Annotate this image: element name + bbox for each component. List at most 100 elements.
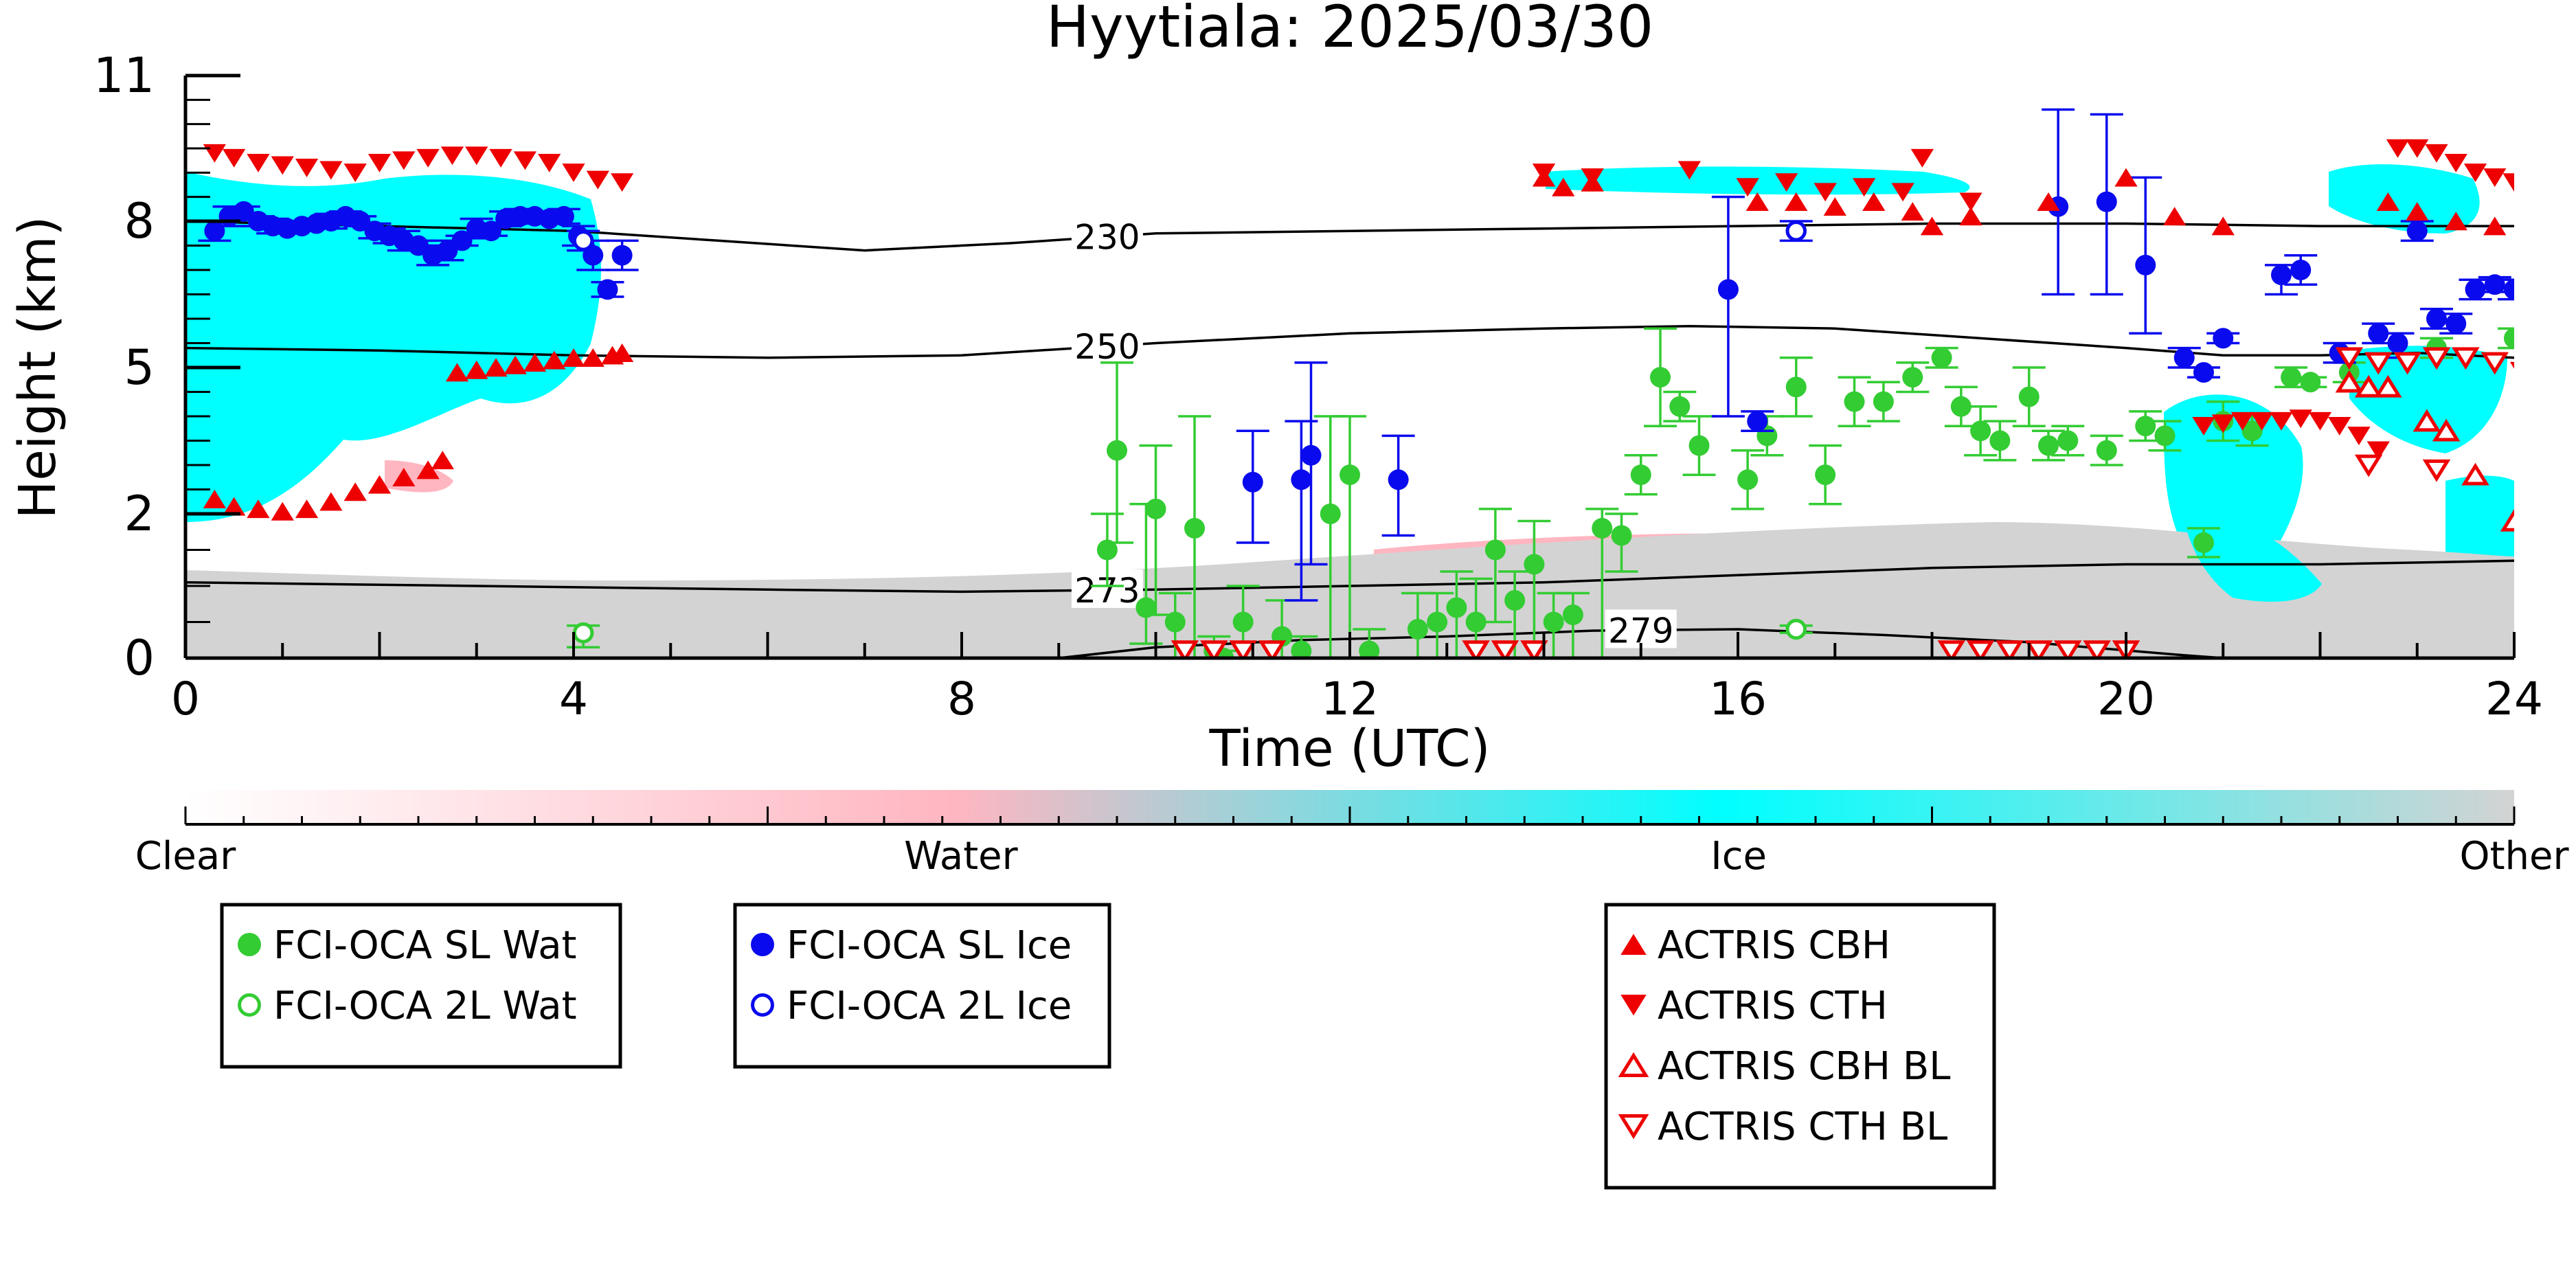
marker-point [416,148,440,168]
marker-point [1171,640,1199,658]
ice-field-right-top [2329,164,2480,234]
marker-point [2328,416,2351,436]
marker-point [572,622,594,644]
marker-point [2192,416,2215,436]
marker-point [440,146,464,166]
marker-point [2422,347,2451,370]
marker-point [1552,177,1575,196]
marker-point [1258,640,1287,658]
marker-point [513,151,537,170]
marker-point [392,151,416,170]
legend-entry-actris-cbh-bl: ACTRIS CBH BL [1618,1044,1950,1089]
marker-point [1966,640,1995,658]
marker-point [1736,178,1759,197]
marker-point [2504,279,2514,300]
marker-point [2461,462,2489,486]
marker-point [1891,183,1914,202]
legend-marker [238,993,261,1017]
legend-marker [1620,934,1647,955]
marker-point [2387,332,2408,354]
marker-point [1823,197,1846,216]
legend-entry-fci-oca-2l-ice: FCI-OCA 2L Ice [751,984,1072,1028]
marker-point [1520,640,1548,658]
marker-point [1359,640,1380,658]
marker-point [1543,611,1564,633]
marker-point [1785,376,1807,398]
marker-point [1232,611,1254,633]
marker-point [1901,202,1924,221]
series-actris-cbh-bl [2335,370,2514,532]
colorbar-label-ice: Ice [1710,834,1767,879]
x-axis-label: Time (UTC) [1208,719,1490,778]
marker-point [562,163,585,183]
marker-point [1970,420,1991,442]
legend-label: FCI-OCA SL Wat [273,923,577,968]
marker-point [2173,347,2195,368]
series-actris-cbh [203,168,2545,521]
marker-point [1200,640,1228,658]
marker-point [1184,518,1205,539]
marker-point [2523,284,2544,305]
series-actris-cth-bl [2335,347,2514,482]
marker-point [1989,430,2011,451]
marker-point [2523,222,2545,240]
legend-marker [238,933,261,956]
marker-point [2135,254,2156,275]
series-fci-oca-2l-wat [567,618,1813,648]
marker-point [2406,139,2429,158]
marker-point [1320,504,1341,524]
marker-point [2335,370,2364,393]
marker-point [1484,539,1506,561]
marker-point [2213,328,2234,349]
marker-point [2425,144,2448,163]
legend-label: FCI-OCA SL Ice [787,923,1072,968]
marker-point [2154,425,2176,447]
colorbar-labels: Clear Water Ice Other [135,834,2570,879]
marker-point [247,499,270,519]
legend-1: FCI-OCA SL Wat FCI-OCA 2L Wat [220,903,622,1069]
marker-point [2289,409,2312,429]
marker-point [1592,518,1613,539]
marker-point [1611,525,1632,546]
marker-point [2509,361,2514,369]
legend-marker [751,993,774,1017]
marker-point [1815,464,1836,486]
marker-point [2241,420,2263,442]
marker-point [2406,202,2429,221]
marker-point [2426,308,2447,329]
marker-point [1562,605,1583,625]
colorbar: Clear Water Ice Other [135,790,2570,879]
marker-point [1291,640,1312,658]
data-marks [198,108,2564,658]
series-fci-oca-sl-wat [1090,327,2514,658]
legend-label: ACTRIS CTH BL [1658,1105,1947,1149]
marker-point [392,468,416,486]
y-tick-label: 2 [124,486,155,542]
marker-point [1996,640,2024,658]
contour-label-bg [1605,609,1677,648]
x-tick-label: 16 [1709,673,1767,725]
marker-point [271,156,294,175]
marker-point [2270,411,2293,431]
chart-title: Hyytiala: 2025/03/30 [1046,0,1653,60]
marker-point [319,492,343,511]
marker-point [2354,374,2383,398]
marker-point [543,350,566,370]
legend-marker [1618,1114,1649,1140]
marker-point [465,146,488,166]
marker-point [1504,590,1526,611]
marker-point [1229,640,1257,658]
marker-point [2162,207,2187,226]
marker-point [204,221,225,242]
marker-point [2543,313,2564,334]
marker-point [1291,469,1312,490]
marker-point [203,144,227,163]
y-ticks: 0 2 5 8 11 [93,47,240,686]
marker-point [2413,409,2441,432]
marker-point [343,163,367,183]
marker-point [2354,454,2383,477]
marker-point [2481,352,2509,375]
legend-entry-actris-cth-bl: ACTRIS CTH BL [1618,1105,1947,1149]
marker-point [523,353,547,372]
